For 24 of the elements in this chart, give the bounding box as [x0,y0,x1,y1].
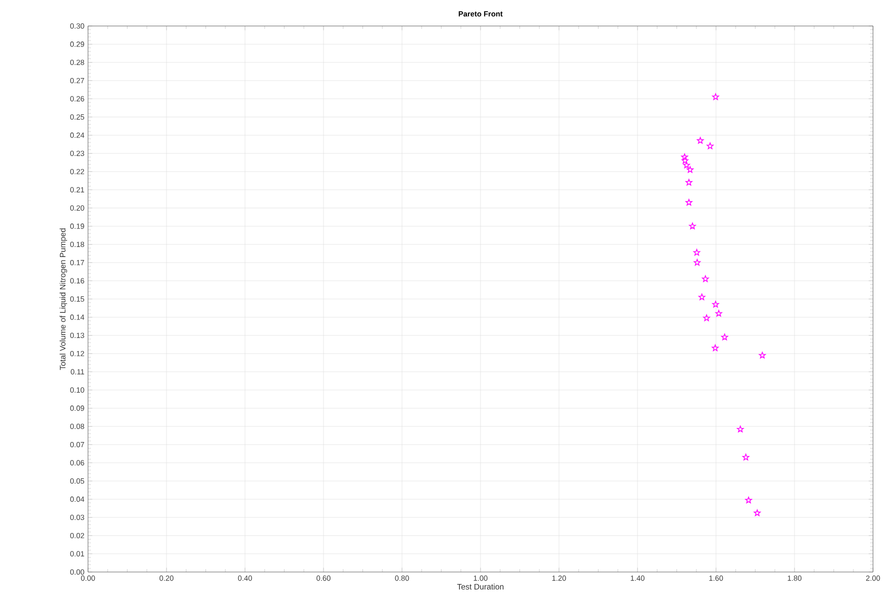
point [712,93,720,100]
point [712,300,720,308]
point [702,275,709,282]
point [698,294,706,300]
point [736,426,744,432]
point [696,137,704,144]
point [689,222,696,230]
point [686,166,694,173]
point [685,198,692,206]
point [712,344,719,352]
point [754,509,761,516]
point [706,142,714,150]
point [742,454,750,460]
point [693,249,700,256]
point [682,157,688,164]
point [683,162,690,168]
point [721,334,728,340]
point [703,314,710,322]
point [694,259,701,266]
point [685,178,692,186]
point [715,310,722,317]
point [745,496,752,504]
point [681,153,688,160]
point [758,352,766,358]
